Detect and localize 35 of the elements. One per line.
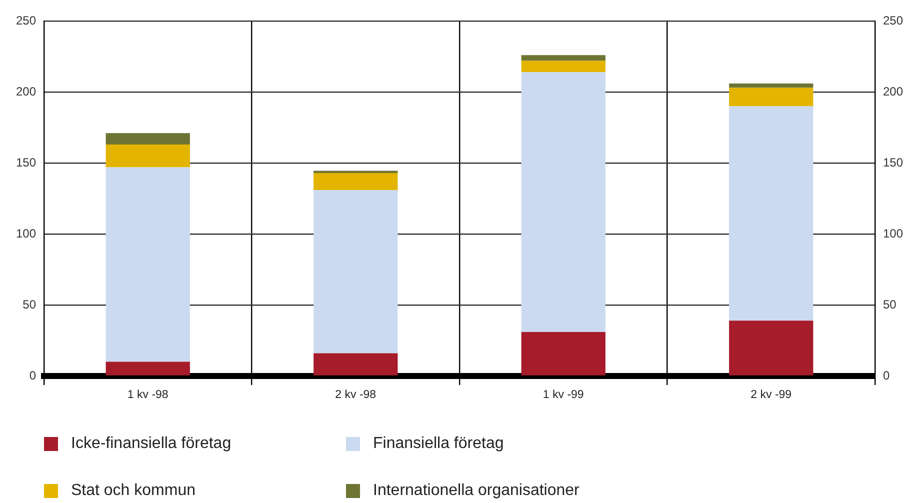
bar	[106, 362, 190, 376]
y-tick-label: 150	[16, 155, 36, 170]
bar	[521, 332, 606, 376]
bar	[729, 83, 814, 88]
y2-tick-label: 200	[883, 84, 904, 98]
bar	[314, 353, 398, 376]
legend-label: Internationella organisationer	[373, 482, 580, 500]
x-tick-label: 1 kv -98	[127, 389, 168, 402]
y2-tick-label: 0	[883, 368, 890, 382]
y-tick-label: 100	[16, 226, 36, 240]
bar	[106, 133, 190, 145]
y-tick-label: 50	[22, 297, 36, 312]
legend-label: Icke-finansiella företag	[71, 435, 232, 453]
bar	[521, 60, 606, 72]
bar	[106, 144, 190, 168]
x-tick-label: 1 kv -99	[542, 389, 584, 402]
bar	[314, 172, 398, 190]
bar	[729, 88, 814, 106]
y2-tick-label: 150	[883, 155, 904, 170]
y-tick-label: 0	[29, 368, 36, 382]
bar	[106, 167, 190, 362]
y2-tick-label: 100	[883, 226, 904, 240]
x-tick-label: 2 kv -98	[335, 389, 376, 402]
bar	[521, 55, 606, 61]
bar	[314, 190, 398, 354]
y2-tick-label: 250	[883, 13, 904, 28]
y-tick-label: 250	[16, 13, 36, 28]
bar	[729, 320, 814, 376]
y-tick-label: 200	[16, 84, 36, 98]
y2-tick-label: 50	[883, 297, 897, 312]
legend-label: Stat och kommun	[71, 482, 196, 500]
bar	[729, 106, 814, 321]
legend-label: Finansiella företag	[373, 435, 504, 453]
x-tick-label: 2 kv -99	[750, 389, 792, 402]
bar	[521, 72, 606, 332]
